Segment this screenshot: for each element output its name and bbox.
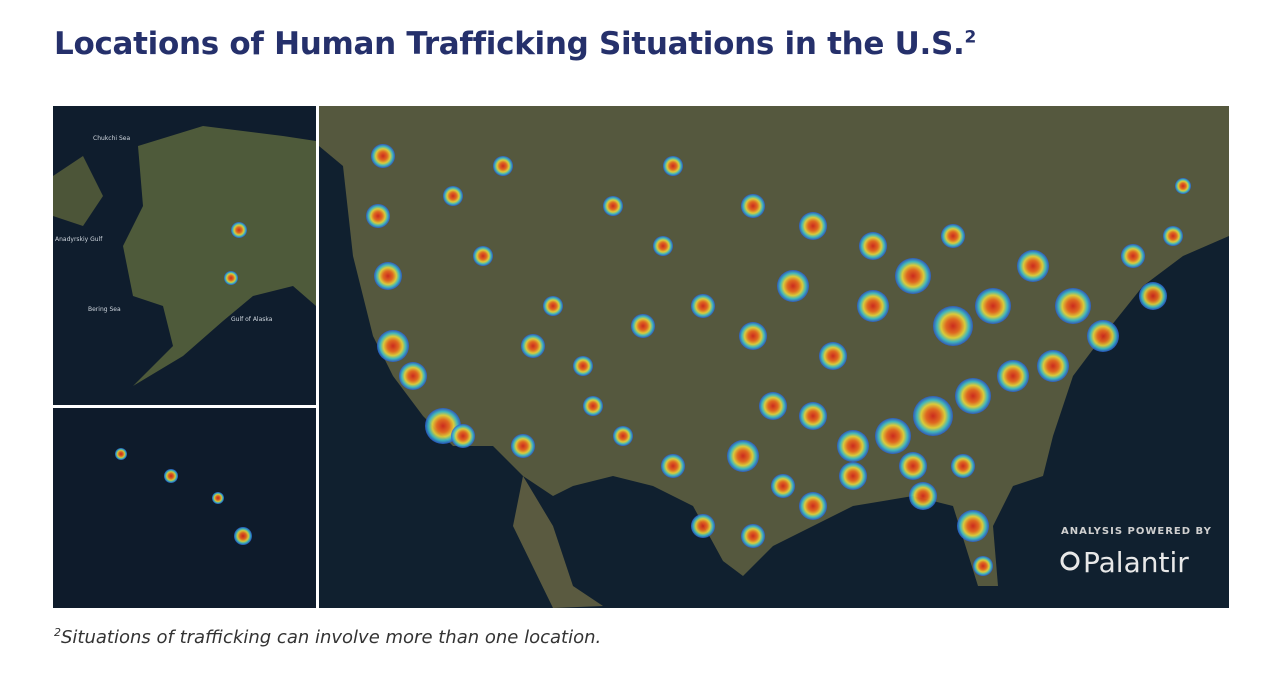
baja-land xyxy=(513,476,603,608)
hotspot xyxy=(1017,250,1049,282)
hotspot xyxy=(377,330,409,362)
hotspot xyxy=(951,454,975,478)
hotspot xyxy=(366,204,390,228)
hotspot xyxy=(875,418,911,454)
hotspot xyxy=(799,402,827,430)
hotspot xyxy=(661,454,685,478)
hotspot xyxy=(1055,288,1091,324)
sea-label: Gulf of Alaska xyxy=(231,316,273,323)
hotspot xyxy=(691,294,715,318)
hotspot xyxy=(212,492,224,504)
us-land xyxy=(319,106,1229,586)
hotspot xyxy=(573,356,593,376)
hotspot xyxy=(1121,244,1145,268)
hotspot xyxy=(613,426,633,446)
hotspot xyxy=(799,212,827,240)
hotspot xyxy=(895,258,931,294)
hotspot xyxy=(997,360,1029,392)
hotspot xyxy=(1163,226,1183,246)
hotspot xyxy=(771,474,795,498)
hotspot xyxy=(631,314,655,338)
hotspot xyxy=(1175,178,1191,194)
hotspot xyxy=(1037,350,1069,382)
sea-label: Chukchi Sea xyxy=(93,135,130,142)
heat-layer xyxy=(115,144,1191,576)
title: Locations of Human Trafficking Situation… xyxy=(54,26,976,62)
hotspot xyxy=(234,527,252,545)
hotspot xyxy=(777,270,809,302)
hotspot xyxy=(941,224,965,248)
hotspot xyxy=(443,186,463,206)
hotspot xyxy=(957,510,989,542)
hotspot xyxy=(115,448,127,460)
hotspot xyxy=(371,144,395,168)
hotspot xyxy=(543,296,563,316)
hotspot xyxy=(603,196,623,216)
hotspot xyxy=(231,222,247,238)
hotspot xyxy=(909,482,937,510)
hotspot xyxy=(741,194,765,218)
sea-label: Anadyrskiy Gulf xyxy=(55,236,103,243)
hotspot xyxy=(399,362,427,390)
hotspot xyxy=(727,440,759,472)
hotspot xyxy=(739,322,767,350)
hotspot xyxy=(511,434,535,458)
hotspot xyxy=(933,306,973,346)
hotspot xyxy=(741,524,765,548)
hotspot xyxy=(583,396,603,416)
badge-brand: Palantir xyxy=(1083,546,1189,579)
footnote: 2Situations of trafficking can involve m… xyxy=(54,626,601,648)
hotspot xyxy=(857,290,889,322)
sea-label: Bering Sea xyxy=(88,306,121,313)
footnote-text: Situations of trafficking can involve mo… xyxy=(61,627,602,648)
badge-logo xyxy=(1060,551,1080,571)
hotspot xyxy=(899,452,927,480)
hotspot xyxy=(164,469,178,483)
badge-caption: ANALYSIS POWERED BY xyxy=(1061,526,1212,537)
alaska-land xyxy=(123,126,316,386)
hotspot xyxy=(374,262,402,290)
hotspot xyxy=(1139,282,1167,310)
hotspot xyxy=(913,396,953,436)
hawaii-ocean xyxy=(53,408,316,608)
hotspot xyxy=(473,246,493,266)
hotspot xyxy=(1087,320,1119,352)
hotspot xyxy=(799,492,827,520)
title-text: Locations of Human Trafficking Situation… xyxy=(54,26,965,62)
title-note: 2 xyxy=(964,27,976,48)
hotspot xyxy=(955,378,991,414)
hotspot xyxy=(224,271,238,285)
hotspot xyxy=(493,156,513,176)
hotspot xyxy=(837,430,869,462)
hotspot xyxy=(819,342,847,370)
hotspot xyxy=(859,232,887,260)
footnote-marker: 2 xyxy=(54,626,61,639)
hotspot xyxy=(973,556,993,576)
map: Chukchi Sea Anadyrskiy Gulf Bering Sea G… xyxy=(53,106,1229,608)
hotspot xyxy=(691,514,715,538)
siberia-land xyxy=(53,156,103,226)
hotspot xyxy=(521,334,545,358)
hotspot xyxy=(663,156,683,176)
hotspot xyxy=(451,424,475,448)
hotspot xyxy=(975,288,1011,324)
hotspot xyxy=(839,462,867,490)
hotspot xyxy=(759,392,787,420)
hotspot xyxy=(653,236,673,256)
